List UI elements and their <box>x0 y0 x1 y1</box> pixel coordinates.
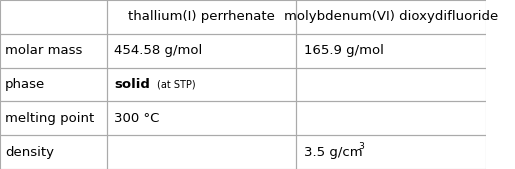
Text: solid: solid <box>114 78 150 91</box>
Text: phase: phase <box>5 78 45 91</box>
Text: density: density <box>5 146 54 159</box>
Bar <box>107 101 296 135</box>
Bar <box>296 135 486 169</box>
Bar <box>296 34 486 68</box>
Bar <box>0 101 107 135</box>
Bar <box>0 0 107 34</box>
Text: molybdenum(VI) dioxydifluoride: molybdenum(VI) dioxydifluoride <box>284 10 498 23</box>
Text: 3.5 g/cm: 3.5 g/cm <box>303 146 362 159</box>
Text: 454.58 g/mol: 454.58 g/mol <box>114 44 202 57</box>
Text: (at STP): (at STP) <box>157 79 196 90</box>
Bar <box>0 68 107 101</box>
Text: thallium(I) perrhenate: thallium(I) perrhenate <box>128 10 275 23</box>
Bar <box>296 101 486 135</box>
Text: melting point: melting point <box>5 112 94 125</box>
Text: 3: 3 <box>358 142 364 151</box>
Text: molar mass: molar mass <box>5 44 82 57</box>
Bar <box>296 0 486 34</box>
Bar <box>107 135 296 169</box>
Text: 165.9 g/mol: 165.9 g/mol <box>303 44 384 57</box>
Bar <box>296 68 486 101</box>
Bar <box>107 0 296 34</box>
Text: 300 °C: 300 °C <box>114 112 160 125</box>
Bar <box>107 68 296 101</box>
Bar <box>0 135 107 169</box>
Bar <box>0 34 107 68</box>
Bar <box>107 34 296 68</box>
